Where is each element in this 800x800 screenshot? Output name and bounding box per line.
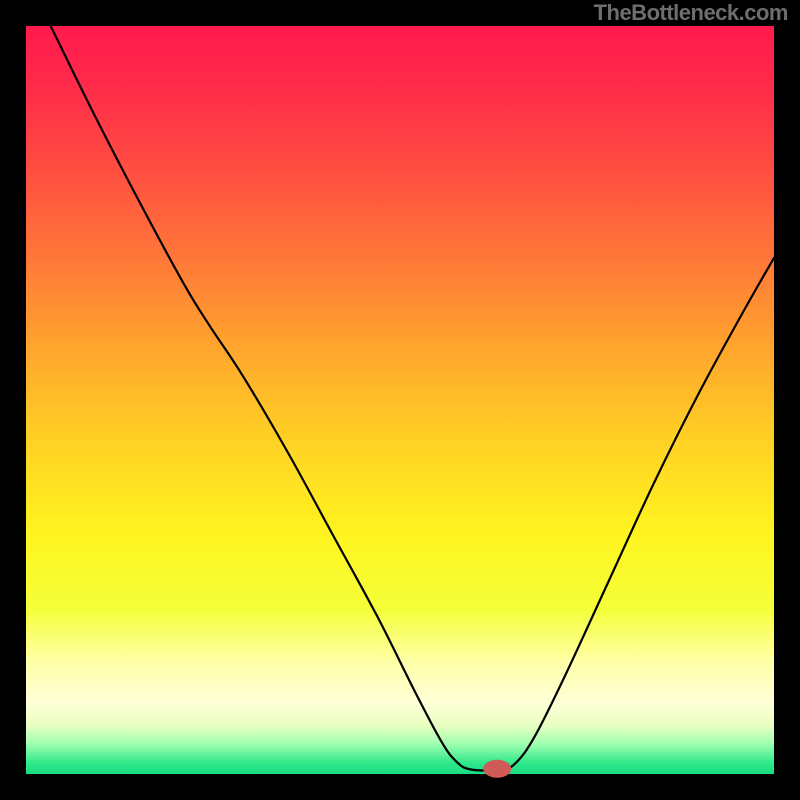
watermark-text: TheBottleneck.com [594, 0, 788, 26]
minimum-marker [483, 760, 511, 778]
chart-container: TheBottleneck.com [0, 0, 800, 800]
bottleneck-chart [0, 0, 800, 800]
